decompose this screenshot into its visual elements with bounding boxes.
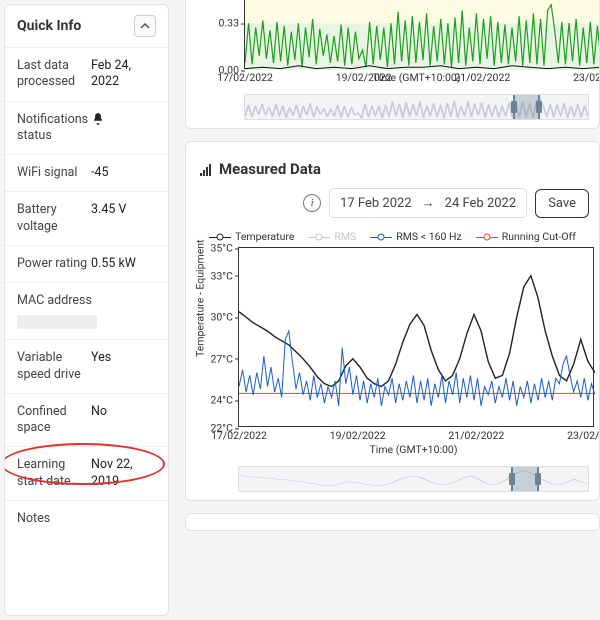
quick-info-value [17,315,156,329]
date-from: 17 Feb 2022 [340,196,412,211]
quick-info-value: Nov 22, 2019 [91,457,156,490]
mac-address-redacted [17,315,97,329]
quick-info-row: Learning start dateNov 22, 2019 [5,447,168,501]
quick-info-panel: Quick Info Last data processedFeb 24, 20… [4,4,169,616]
legend-label: Temperature [235,230,294,243]
quick-info-label: Battery voltage [17,202,91,235]
y-tick: 35°C [201,242,233,255]
legend-item[interactable]: Running Cut-Off [476,230,576,243]
quick-info-value: No [91,404,156,420]
quick-info-value: Feb 24, 2022 [91,58,156,91]
x-tick: 23/02/2022 [567,429,600,442]
quick-info-value [91,112,156,131]
quick-info-row: Variable speed driveYes [5,340,168,394]
arrow-right-icon: → [422,195,435,211]
measured-chart[interactable]: 22°C24°C27°C30°C33°C35°C17/02/202219/02/… [238,247,594,427]
quick-info-label: Notes [17,511,91,527]
top-chart-xlabel: Time (GMT+10:00) [244,69,589,84]
save-button[interactable]: Save [535,189,589,218]
quick-info-row: Battery voltage3.45 V [5,192,168,246]
legend-label: RMS [334,230,356,243]
overview-chart[interactable]: 0.000.3317/02/202219/02/202221/02/202223… [244,0,600,69]
y-tick: 33°C [201,269,233,282]
quick-info-label: Last data processed [17,58,91,91]
overview-chart-navigator[interactable] [244,94,589,120]
x-tick: 21/02/2022 [454,71,510,84]
bell-icon [91,112,105,126]
quick-info-row: Last data processedFeb 24, 2022 [5,48,168,102]
x-tick: 19/02/2022 [336,71,392,84]
quick-info-value: -45 [91,165,156,181]
x-tick: 19/02/2022 [330,429,386,442]
quick-info-value: Yes [91,350,156,366]
measured-data-title: Measured Data [219,160,321,178]
measured-chart-ylabel: Temperature - Equipment [194,239,207,357]
quick-info-row: MAC address [5,283,168,340]
legend-label: RMS < 160 Hz [396,230,461,243]
y-tick: 24°C [201,394,233,407]
y-tick: 27°C [201,352,233,365]
legend-label: Running Cut-Off [502,230,576,243]
measured-chart-legend: Temperature RMS RMS < 160 Hz Running Cut-Of… [196,228,589,247]
chevron-up-icon [140,21,150,31]
quick-info-label: Variable speed drive [17,350,91,383]
quick-info-row: Notes [5,501,168,537]
x-tick: 17/02/2022 [217,71,273,84]
quick-info-label: Confined space [17,404,91,437]
legend-item[interactable]: RMS < 160 Hz [370,230,461,243]
quick-info-label: Notifications status [17,112,91,145]
quick-info-row: WiFi signal-45 [5,155,168,192]
measured-chart-navigator[interactable] [238,466,589,492]
measured-chart-xlabel: Time (GMT+10:00) [238,427,589,456]
quick-info-label: MAC address [17,293,156,309]
quick-info-value: 3.45 V [91,202,156,218]
date-to: 24 Feb 2022 [445,196,517,211]
quick-info-title: Quick Info [17,18,81,34]
y-tick: 30°C [201,311,233,324]
quick-info-value: 0.55 kW [91,256,156,272]
measured-data-card: Measured Data i 17 Feb 2022 → 24 Feb 202… [185,141,600,501]
y-tick: 0.33 [207,17,239,30]
legend-item[interactable]: RMS [308,230,356,243]
quick-info-row: Power rating0.55 kW [5,246,168,283]
signal-icon [200,163,211,176]
quick-info-row: Notifications status [5,102,168,156]
collapse-button[interactable] [134,15,156,37]
date-range-picker[interactable]: 17 Feb 2022 → 24 Feb 2022 [329,188,527,218]
x-tick: 17/02/2022 [211,429,267,442]
quick-info-label: WiFi signal [17,165,91,181]
info-icon[interactable]: i [303,194,321,212]
quick-info-row: Confined spaceNo [5,394,168,448]
next-card-stub [185,513,600,531]
overview-chart-card: Over 0.000.3317/02/202219/02/202221/02/2… [185,0,600,129]
x-tick: 23/02/2022 [573,71,600,84]
x-tick: 21/02/2022 [448,429,504,442]
quick-info-label: Power rating [17,256,91,272]
quick-info-label: Learning start date [17,457,91,490]
